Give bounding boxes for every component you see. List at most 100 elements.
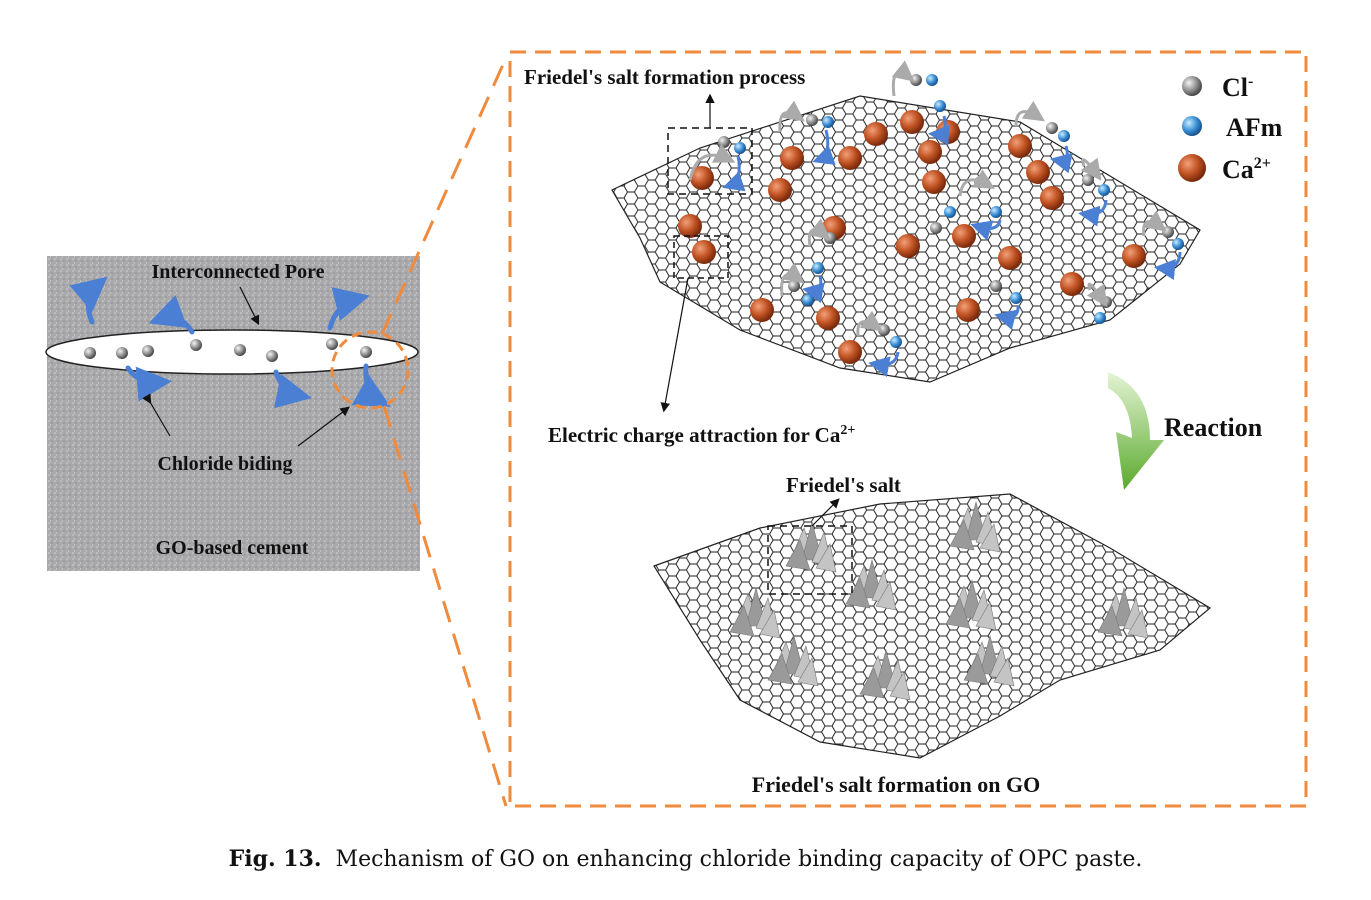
gray-curve-arrow	[778, 100, 805, 133]
crystal-spike	[889, 671, 911, 701]
caption-text: Mechanism of GO on enhancing chloride bi…	[335, 847, 1143, 872]
cl-ion	[326, 338, 338, 350]
ca-ion	[952, 224, 976, 248]
gray-curve-arrow	[1080, 157, 1102, 181]
friedels-salt-crystals	[729, 500, 1149, 701]
ca-ion	[678, 214, 702, 238]
pore-chloride-ions	[84, 338, 372, 362]
process-label: Friedel's salt formation process	[524, 65, 805, 89]
cl-ion	[930, 222, 942, 234]
gray-curve-arrow	[958, 169, 996, 197]
cl-ion	[1082, 174, 1094, 186]
afm-ion	[1058, 130, 1070, 142]
ca-ion	[1040, 186, 1064, 210]
material-label: GO-based cement	[156, 537, 309, 559]
legend-afm-label: AFm	[1226, 113, 1283, 142]
gray-curve-arrow	[1086, 282, 1108, 307]
ca-ion	[1122, 244, 1146, 268]
crystal-spike	[963, 653, 989, 685]
crystal-cluster	[945, 578, 997, 631]
attraction-pointer	[660, 277, 689, 413]
afm-ion	[802, 294, 814, 306]
reaction-arrow-shape	[1108, 372, 1164, 490]
gray-curve-arrow	[856, 310, 883, 337]
ca-ion	[768, 178, 792, 202]
crystal-spike	[1127, 609, 1149, 639]
blue-arrow	[273, 369, 312, 409]
cl-ion	[910, 74, 922, 86]
blue-curve-arrow	[1078, 199, 1108, 227]
caption-prefix: Fig. 13.	[228, 846, 322, 872]
salt-label: Friedel's salt	[786, 473, 901, 497]
gray-curve-arrow	[780, 262, 805, 297]
cl-ion	[234, 344, 246, 356]
bottom-label: Friedel's salt formation on GO	[752, 772, 1040, 797]
blue-curve-arrow	[1050, 145, 1073, 174]
legend-afm-marker	[1182, 116, 1202, 136]
blue-arrow	[148, 295, 195, 335]
blue-arrow	[125, 365, 172, 402]
ca-ion	[1060, 272, 1084, 296]
blue-curve-arrow	[812, 129, 836, 165]
crystal-spike	[975, 601, 997, 631]
crystal-cluster	[845, 558, 897, 611]
gray-curve-arrow	[807, 218, 831, 247]
cl-ion	[360, 346, 372, 358]
crystal-spike	[945, 597, 971, 629]
pore-label: Interconnected Pore	[151, 261, 324, 283]
zoom-line-top	[380, 57, 508, 335]
blue-curve-arrow	[802, 275, 825, 304]
crystal-cluster	[729, 586, 781, 639]
gray-curve-arrow	[891, 60, 915, 97]
crystal-spike	[979, 523, 1001, 553]
afm-ion	[926, 74, 938, 86]
binding-label: Chloride biding	[157, 453, 292, 475]
crystal-spike	[875, 581, 897, 611]
crystal-cluster	[949, 500, 1001, 553]
afm-ion	[890, 336, 902, 348]
cl-ion	[878, 324, 890, 336]
crystal-spike	[993, 657, 1015, 687]
cement-texture	[47, 256, 420, 571]
ca-ion	[864, 122, 888, 146]
pore-ellipse	[45, 329, 419, 375]
legend-ca-label: Ca2+	[1222, 155, 1271, 184]
afm-ion	[822, 116, 834, 128]
ca-ion	[1008, 134, 1032, 158]
figure-caption: Fig. 13. Mechanism of GO on enhancing ch…	[0, 846, 1371, 872]
cl-ion	[266, 350, 278, 362]
blue-curve-arrow	[928, 115, 950, 146]
cl-ion	[1046, 122, 1058, 134]
blue-arrow	[351, 363, 391, 407]
cl-ion	[190, 339, 202, 351]
crystal-spike	[797, 657, 819, 687]
cl-ion	[84, 347, 96, 359]
blue-arrow	[327, 287, 370, 331]
reaction-label: Reaction	[1164, 413, 1263, 442]
afm-ion	[934, 100, 946, 112]
afm-ion	[812, 262, 824, 274]
blue-curve-arrow	[868, 351, 900, 378]
salt-pointer	[811, 498, 840, 527]
afm-ion	[1098, 184, 1110, 196]
ca-ion	[1026, 160, 1050, 184]
cl-ion	[806, 114, 818, 126]
ion-cluster-top	[678, 60, 1184, 378]
afm-ion	[1010, 292, 1022, 304]
cl-ion	[824, 232, 836, 244]
crystal-cluster	[1097, 586, 1149, 639]
ca-ion	[918, 140, 942, 164]
ca-ion	[838, 146, 862, 170]
attraction-label: Electric charge attraction for Ca2+	[548, 423, 855, 447]
afm-ion	[944, 206, 956, 218]
crystal-spike	[1097, 605, 1123, 637]
afm-ion	[734, 142, 746, 154]
blue-curve-arrow	[722, 155, 746, 192]
ca-ion	[692, 240, 716, 264]
ca-ion	[998, 246, 1022, 270]
zoom-line-bottom	[382, 405, 508, 807]
cl-ion	[1162, 226, 1174, 238]
attraction-box	[673, 235, 729, 279]
crystal-cluster	[785, 520, 837, 573]
